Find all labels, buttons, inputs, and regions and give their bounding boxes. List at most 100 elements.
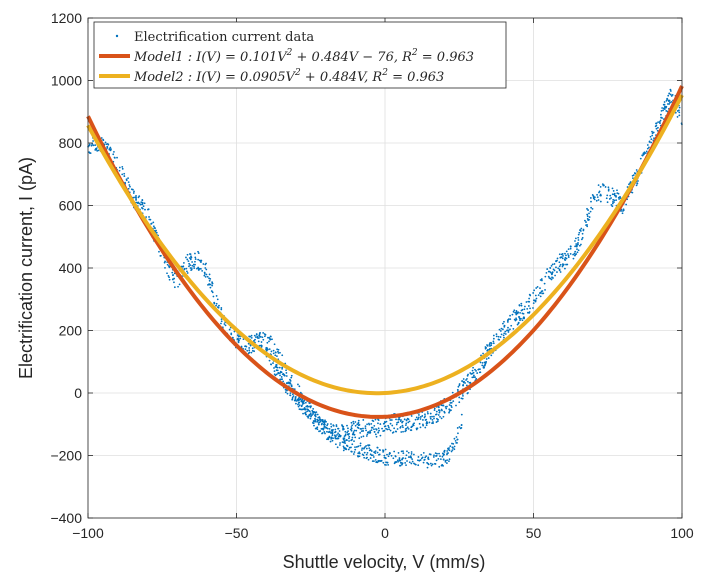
data-point (284, 391, 287, 394)
data-point (450, 409, 452, 412)
data-point (211, 282, 214, 285)
data-point (648, 146, 650, 149)
data-point (197, 269, 200, 271)
data-point (417, 464, 420, 467)
data-point (386, 461, 389, 464)
data-point (374, 458, 377, 461)
data-point (512, 310, 515, 313)
data-point (490, 344, 493, 347)
data-point (172, 274, 174, 276)
data-point (239, 337, 242, 340)
data-point (376, 446, 379, 449)
data-point (514, 311, 517, 314)
data-point (404, 430, 407, 433)
data-point (536, 286, 539, 288)
data-point (256, 337, 259, 339)
data-point (661, 107, 664, 109)
data-point (289, 394, 292, 397)
data-point (347, 427, 349, 430)
data-point (379, 423, 382, 425)
data-point (190, 256, 193, 259)
data-point (462, 394, 464, 397)
data-point (586, 207, 588, 210)
data-point (353, 440, 355, 443)
data-point (338, 444, 341, 446)
data-point (337, 427, 340, 430)
data-point (335, 425, 338, 428)
data-point (188, 262, 191, 265)
data-point (492, 342, 495, 345)
model2-curve (86, 94, 684, 396)
data-point (410, 429, 413, 432)
data-point (462, 381, 465, 384)
data-point (371, 426, 374, 429)
data-point (365, 429, 367, 432)
data-point (555, 260, 558, 263)
data-point (426, 461, 428, 464)
data-point (599, 185, 602, 188)
data-point (312, 410, 314, 413)
data-point (272, 349, 275, 352)
data-point (446, 452, 449, 455)
data-point (194, 260, 196, 263)
data-point (544, 289, 546, 291)
data-point (562, 264, 565, 266)
data-point (295, 402, 297, 405)
data-point (437, 414, 440, 416)
data-point (346, 431, 349, 434)
data-point (448, 447, 450, 449)
data-point (639, 157, 642, 160)
data-point (659, 119, 662, 122)
data-point (422, 423, 424, 426)
data-point (112, 153, 115, 156)
data-point (551, 271, 554, 274)
data-point (590, 206, 593, 209)
data-point (199, 259, 202, 262)
data-point (387, 463, 390, 466)
data-point (669, 88, 672, 91)
data-point (451, 391, 454, 394)
data-point (382, 461, 385, 464)
data-point (612, 190, 615, 192)
data-point (487, 357, 490, 359)
data-point (456, 388, 459, 391)
data-point (173, 286, 176, 289)
data-point (399, 459, 402, 462)
data-point (575, 244, 578, 247)
data-point (440, 408, 443, 411)
data-point (258, 344, 261, 347)
data-point (404, 424, 407, 426)
legend: Electrification current data Model1 : I(… (93, 21, 507, 89)
data-point (193, 265, 195, 268)
data-point (285, 369, 287, 372)
data-point (401, 424, 404, 427)
data-point (622, 210, 624, 212)
data-point (186, 270, 188, 273)
data-point (651, 134, 654, 137)
data-point (657, 121, 660, 124)
data-point (185, 256, 187, 259)
data-point (137, 202, 139, 205)
data-point (363, 447, 365, 450)
data-point (417, 456, 420, 458)
data-point (678, 106, 681, 109)
data-point (367, 444, 369, 447)
data-point (532, 307, 534, 309)
data-point (392, 457, 395, 460)
data-point (502, 334, 505, 337)
data-point (413, 453, 415, 456)
legend-box (93, 21, 507, 89)
data-point (400, 462, 403, 464)
data-point (471, 369, 474, 372)
data-point (90, 144, 93, 147)
data-point (279, 374, 281, 377)
data-point (296, 398, 299, 401)
data-point (351, 443, 354, 446)
data-point (280, 376, 283, 378)
data-point (216, 298, 219, 301)
data-point (567, 253, 569, 255)
y-tick-label: 600 (59, 198, 83, 214)
data-point (442, 404, 445, 407)
x-tick-label: −50 (225, 525, 249, 541)
data-point (273, 370, 276, 373)
